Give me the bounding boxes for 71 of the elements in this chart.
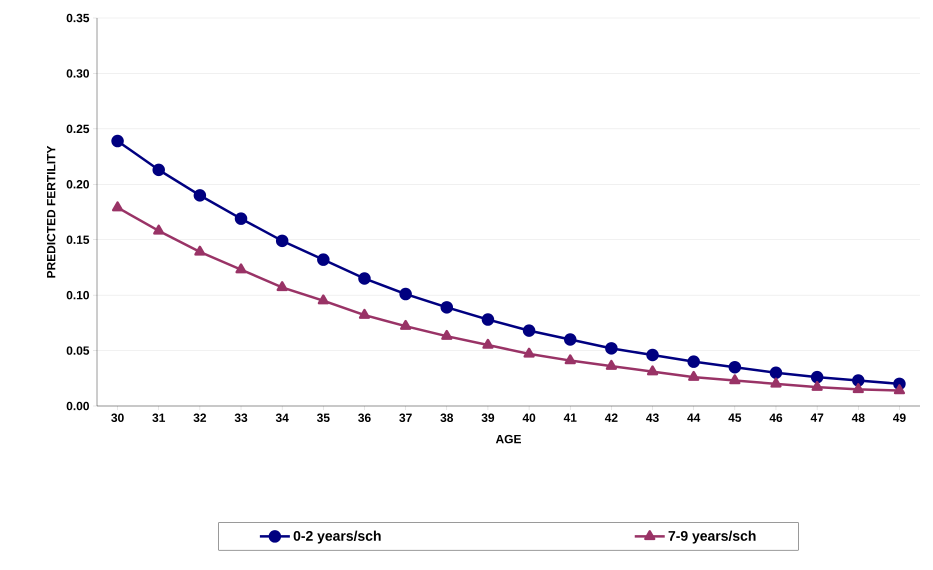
- x-tick-label: 37: [399, 414, 412, 422]
- point: [152, 164, 165, 176]
- x-tick-label: 36: [358, 414, 371, 422]
- x-tick-label: 48: [852, 414, 865, 422]
- x-tick-label: 46: [770, 414, 782, 422]
- point: [605, 342, 618, 355]
- x-tick-label: 49: [892, 414, 906, 422]
- point: [112, 201, 124, 212]
- point: [317, 253, 330, 266]
- y-tick-label: 0.35: [66, 14, 90, 22]
- point: [812, 380, 823, 391]
- x-tick-label: 40: [522, 414, 536, 422]
- point: [235, 263, 247, 274]
- point: [358, 272, 371, 285]
- point: [276, 281, 288, 292]
- x-tick-label: 38: [440, 414, 454, 422]
- x-tick-label: 42: [604, 414, 618, 422]
- point: [358, 308, 370, 319]
- point: [524, 348, 535, 358]
- y-tick-label: 0.20: [66, 180, 89, 189]
- y-tick-label: 0.10: [66, 290, 89, 300]
- x-tick-label: 45: [728, 414, 742, 422]
- point: [728, 360, 742, 374]
- point: [606, 360, 617, 370]
- point: [234, 212, 248, 225]
- point: [482, 338, 494, 349]
- point: [687, 355, 700, 368]
- point: [564, 333, 576, 346]
- point: [276, 234, 288, 248]
- y-tick-label: 0.00: [66, 402, 89, 410]
- point: [482, 313, 494, 326]
- point: [194, 189, 206, 202]
- point: [318, 294, 329, 304]
- point: [646, 348, 659, 362]
- y-axis-title: PREDICTED FERTILITY: [46, 146, 56, 278]
- x-tick-label: 34: [276, 414, 289, 422]
- x-tick-label: 41: [564, 414, 577, 422]
- x-tick-label: 43: [646, 414, 659, 422]
- point: [770, 378, 782, 388]
- point: [399, 288, 412, 300]
- point: [894, 384, 906, 394]
- point: [688, 370, 700, 381]
- x-tick-label: 35: [316, 414, 330, 422]
- point: [440, 301, 454, 314]
- point: [194, 246, 206, 256]
- point: [646, 365, 658, 376]
- x-tick-label: 32: [194, 414, 206, 422]
- y-tick-label: 0.15: [66, 235, 90, 244]
- point: [770, 366, 782, 379]
- point: [522, 324, 536, 337]
- x-tick-label: 47: [810, 414, 824, 422]
- legend-label: 0-2 years/sch: [294, 530, 381, 544]
- x-axis-title: AGE: [496, 434, 521, 444]
- x-tick-label: 44: [687, 414, 700, 422]
- point: [441, 330, 452, 340]
- y-tick-label: 0.30: [66, 69, 89, 78]
- y-tick-label: 0.25: [66, 124, 90, 134]
- y-tick-label: 0.05: [66, 346, 90, 355]
- point: [852, 383, 864, 394]
- point: [810, 370, 824, 384]
- x-tick-label: 30: [111, 414, 124, 422]
- x-tick-label: 31: [152, 414, 166, 422]
- point: [564, 354, 576, 364]
- point: [400, 320, 412, 330]
- point: [852, 374, 865, 387]
- legend-label: 7-9 years/sch: [668, 530, 756, 544]
- point: [729, 374, 740, 384]
- x-tick-label: 39: [482, 414, 494, 422]
- x-tick-label: 33: [234, 414, 248, 422]
- point: [153, 224, 164, 235]
- point: [111, 134, 124, 148]
